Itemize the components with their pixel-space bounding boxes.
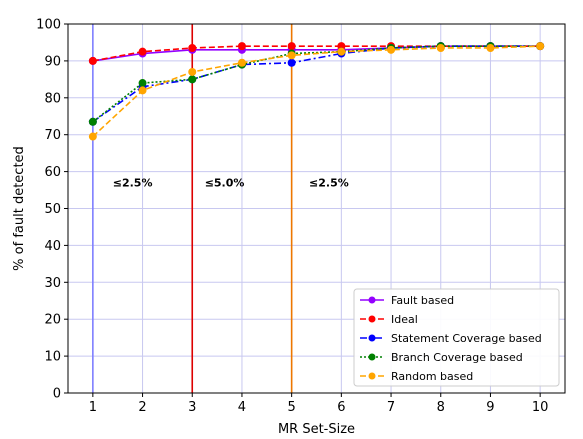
annotation-0: ≤2.5%	[113, 176, 153, 189]
y-tick-label-3: 30	[44, 276, 61, 291]
y-tick-label-6: 60	[44, 165, 61, 180]
y-axis-label: % of fault detected	[12, 146, 27, 271]
y-tick-label-8: 80	[44, 91, 61, 106]
y-tick-label-7: 70	[44, 128, 61, 143]
legend-label-0: Fault based	[391, 294, 454, 307]
series-4-point-0	[88, 132, 97, 141]
series-4-point-4	[287, 51, 296, 60]
y-tick-label-10: 100	[36, 18, 61, 33]
legend: Fault based Ideal Statement Coverage based…	[353, 288, 560, 387]
x-tick-label-8: 9	[486, 400, 494, 415]
x-tick-label-3: 4	[238, 400, 246, 415]
y-tick-label-0: 0	[53, 387, 61, 402]
series-4-point-8	[486, 43, 495, 52]
y-tick-label-9: 90	[44, 54, 61, 69]
series-1-point-0	[88, 56, 97, 65]
annotation-1: ≤5.0%	[205, 176, 245, 189]
series-4-point-5	[337, 47, 346, 56]
series-4-point-1	[138, 86, 147, 95]
series-4-point-2	[188, 67, 197, 76]
x-tick-label-9: 10	[532, 400, 549, 415]
series-line-3	[92, 45, 541, 123]
threshold-lines	[92, 24, 293, 393]
x-tick-label-0: 1	[89, 400, 97, 415]
series-group	[88, 42, 545, 141]
series-line-2	[92, 45, 541, 123]
series-4-point-6	[387, 45, 396, 54]
series-1-point-3	[237, 42, 246, 51]
series-3-point-1	[138, 79, 147, 88]
series-4-point-3	[237, 58, 246, 67]
y-tick-label-5: 50	[44, 202, 61, 217]
annotations: ≤2.5% ≤5.0% ≤2.5%	[113, 176, 349, 189]
series-line-4	[92, 45, 541, 138]
series-1-point-2	[188, 43, 197, 52]
legend-marker-1	[368, 315, 376, 323]
series-1-point-5	[337, 42, 346, 51]
series-3-point-0	[88, 117, 97, 126]
legend-marker-0	[368, 296, 376, 304]
y-tick-label-2: 20	[44, 313, 61, 328]
legend-label-2: Statement Coverage based	[391, 332, 542, 345]
series-4-point-9	[536, 42, 545, 51]
y-tick-label-4: 40	[44, 239, 61, 254]
series-2-point-4	[287, 58, 296, 67]
legend-label-3: Branch Coverage based	[391, 351, 523, 364]
legend-label-1: Ideal	[391, 313, 418, 326]
series-1-point-1	[138, 47, 147, 56]
legend-marker-3	[368, 353, 376, 361]
legend-marker-4	[368, 372, 376, 380]
x-tick-label-2: 3	[188, 400, 196, 415]
x-tick-label-7: 8	[437, 400, 445, 415]
x-tick-label-6: 7	[387, 400, 395, 415]
annotation-2: ≤2.5%	[309, 176, 349, 189]
y-tick-label-1: 10	[44, 350, 61, 365]
x-axis-label: MR Set-Size	[278, 422, 355, 437]
x-axis-ticks: 1 2 3 4 5 6 7 8 9 10	[89, 393, 549, 415]
legend-marker-2	[368, 334, 376, 342]
x-tick-label-5: 6	[337, 400, 345, 415]
x-tick-label-1: 2	[138, 400, 146, 415]
series-4-point-7	[436, 43, 445, 52]
y-axis-ticks: 0 10 20 30 40 50 60 70 80 90 100	[36, 18, 68, 402]
series-1-point-4	[287, 42, 296, 51]
legend-box	[353, 288, 560, 387]
series-3-point-2	[188, 75, 197, 84]
x-tick-label-4: 5	[288, 400, 296, 415]
legend-label-4: Random based	[391, 370, 473, 383]
